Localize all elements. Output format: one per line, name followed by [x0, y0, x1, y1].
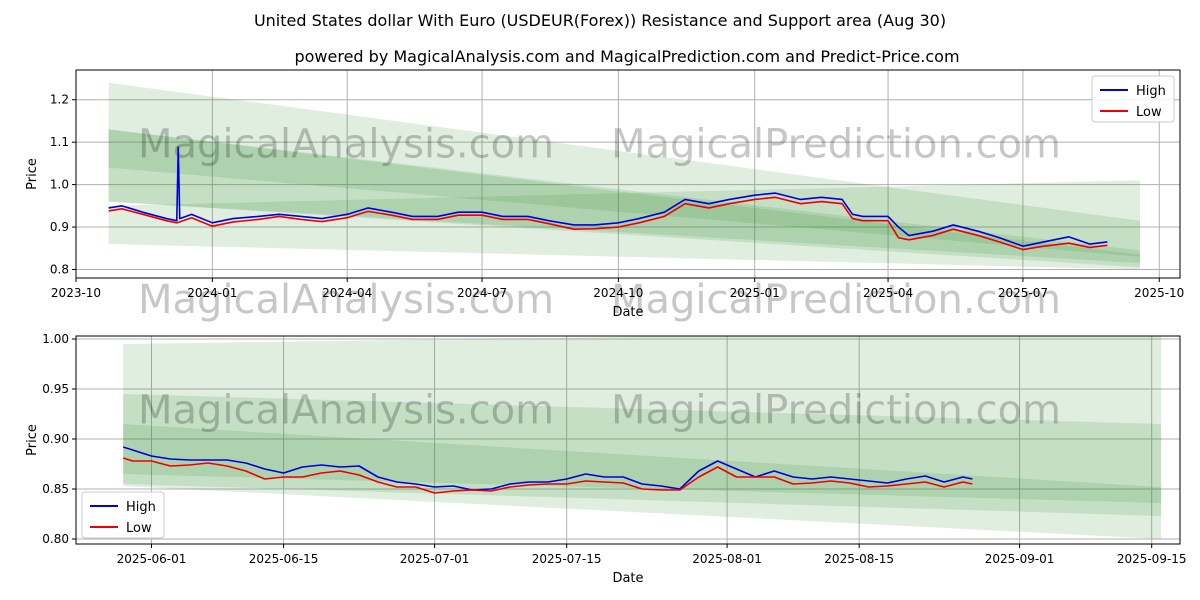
watermark-prediction: MagicalPrediction.com: [611, 277, 1061, 323]
x-axis-label: Date: [612, 571, 643, 586]
x-tick-label: 2024-04: [322, 286, 372, 300]
y-tick-label: 0.90: [42, 432, 69, 446]
x-tick-label: 2024-01: [187, 286, 237, 300]
y-tick-label: 0.85: [42, 482, 69, 496]
top-price-chart: MagicalAnalysis.com MagicalPrediction.com…: [25, 69, 1184, 323]
legend-box: [81, 491, 165, 539]
y-tick-label: 1.2: [50, 93, 69, 107]
chart-subtitle: powered by MagicalAnalysis.com and Magic…: [294, 47, 959, 66]
x-tick-label: 2025-07: [998, 286, 1048, 300]
watermark-analysis: MagicalAnalysis.com: [138, 387, 554, 433]
resistance-support-band-3: [108, 129, 1140, 268]
legend: High Low: [81, 491, 165, 539]
legend-label-high: High: [1136, 84, 1166, 99]
resistance-support-band-2: [123, 394, 1162, 516]
y-tick-label: 1.00: [42, 332, 69, 346]
legend-label-high: High: [126, 500, 156, 515]
x-tick-label: 2025-07-15: [532, 552, 602, 566]
legend-box: [1091, 75, 1175, 123]
x-tick-label: 2025-04: [863, 286, 913, 300]
resistance-support-band-3: [123, 424, 1162, 503]
resistance-support-band-2: [108, 129, 1140, 264]
axes-frame: [75, 69, 1181, 279]
chart-title: United States dollar With Euro (USDEUR(F…: [254, 11, 946, 30]
series-line-high: [122, 446, 973, 491]
legend-label-low: Low: [1136, 105, 1162, 120]
watermark-prediction: MagicalPrediction.com: [611, 387, 1061, 433]
watermark-prediction: MagicalPrediction.com: [611, 121, 1061, 167]
x-tick-label: 2024-07: [457, 286, 507, 300]
series-line-low: [108, 196, 1108, 251]
axes-frame: [75, 335, 1181, 545]
watermark-analysis: MagicalAnalysis.com: [138, 121, 554, 167]
y-tick-label: 1.1: [50, 135, 69, 149]
legend-label-low: Low: [126, 521, 152, 536]
y-tick-label: 0.9: [50, 220, 69, 234]
y-axis-label: Price: [25, 424, 40, 456]
x-tick-label: 2025-01: [730, 286, 780, 300]
x-axis-label: Date: [612, 305, 643, 320]
watermark-analysis: MagicalAnalysis.com: [138, 277, 554, 323]
legend: High Low: [1091, 75, 1175, 123]
x-tick-label: 2025-09-01: [985, 552, 1055, 566]
x-tick-label: 2025-06-15: [249, 552, 319, 566]
bottom-price-chart: MagicalAnalysis.com MagicalPrediction.com…: [25, 332, 1187, 586]
resistance-support-band-1: [123, 336, 1162, 539]
series-line-low: [122, 457, 973, 494]
x-tick-label: 2024-10: [593, 286, 643, 300]
y-tick-label: 0.95: [42, 382, 69, 396]
y-axis-label: Price: [25, 158, 40, 190]
y-tick-label: 0.80: [42, 532, 69, 546]
y-tick-label: 1.0: [50, 178, 69, 192]
y-tick-label: 0.8: [50, 263, 69, 277]
x-tick-label: 2025-08-15: [824, 552, 894, 566]
resistance-support-band-1: [108, 82, 1140, 257]
x-tick-label: 2025-10: [1134, 286, 1184, 300]
series-line-high: [108, 146, 1108, 247]
x-tick-label: 2023-10: [51, 286, 101, 300]
x-tick-label: 2025-09-15: [1117, 552, 1187, 566]
x-tick-label: 2025-06-01: [117, 552, 187, 566]
x-tick-label: 2025-08-01: [692, 552, 762, 566]
x-tick-label: 2025-07-01: [400, 552, 470, 566]
resistance-support-band-4: [108, 180, 1140, 270]
